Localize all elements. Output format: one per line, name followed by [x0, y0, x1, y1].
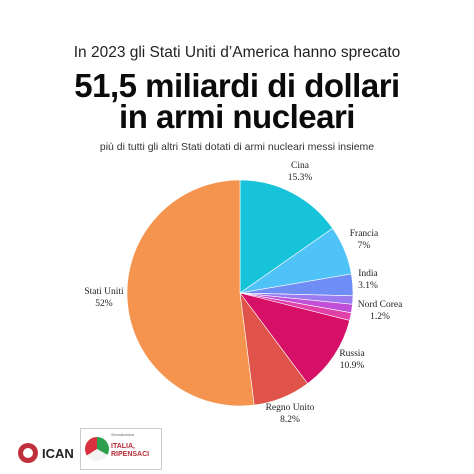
slice-label-russia: Russia — [339, 349, 365, 359]
slice-label-india: India — [358, 269, 378, 279]
ican-logo-text: ICAN — [42, 445, 74, 461]
pie-slice-stati-uniti — [126, 179, 255, 407]
pie-labels: Cina 15.3% Francia 7% India 3.1% Nord Corea 1.2… — [84, 161, 403, 425]
italia-small-text: Senzatomica — [111, 432, 135, 437]
slice-label-regno-unito: Regno Unito — [266, 403, 315, 413]
italia-flag-icon — [85, 437, 109, 461]
italia-logo-text: ITALIA, RIPENSACI — [111, 443, 150, 458]
pie-slice-cina — [239, 179, 334, 294]
ican-mark-icon — [18, 443, 38, 463]
slice-value-nord-corea: 1.2% — [370, 312, 390, 322]
slice-label-nord-corea: Nord Corea — [358, 300, 403, 310]
intro-text: In 2023 gli Stati Uniti d’America hanno … — [73, 44, 401, 61]
slice-value-india: 3.1% — [358, 281, 378, 291]
page-title: 51,5 miliardi di dollari in armi nuclear… — [0, 67, 474, 135]
pie-slice-russia — [239, 292, 350, 384]
italia-ripensaci-logo: Senzatomica ITALIA, RIPENSACI — [80, 428, 162, 470]
slice-label-francia: Francia — [350, 229, 379, 239]
slice-label-cina: Cina — [291, 161, 310, 171]
slice-value-cina: 15.3% — [288, 173, 313, 183]
headline-line-1: 51,5 miliardi di dollari — [74, 67, 400, 104]
ican-logo: ICAN — [18, 440, 74, 466]
subtitle: più di tutti gli altri Stati dotati di a… — [99, 141, 375, 153]
slice-value-stati-uniti: 52% — [95, 299, 113, 309]
slice-value-russia: 10.9% — [340, 361, 365, 371]
slice-label-stati-uniti: Stati Uniti — [84, 287, 124, 297]
slice-value-francia: 7% — [358, 241, 371, 251]
slice-value-regno-unito: 8.2% — [280, 415, 300, 425]
pie-slices — [126, 179, 354, 407]
headline-line-2: in armi nucleari — [119, 98, 355, 135]
